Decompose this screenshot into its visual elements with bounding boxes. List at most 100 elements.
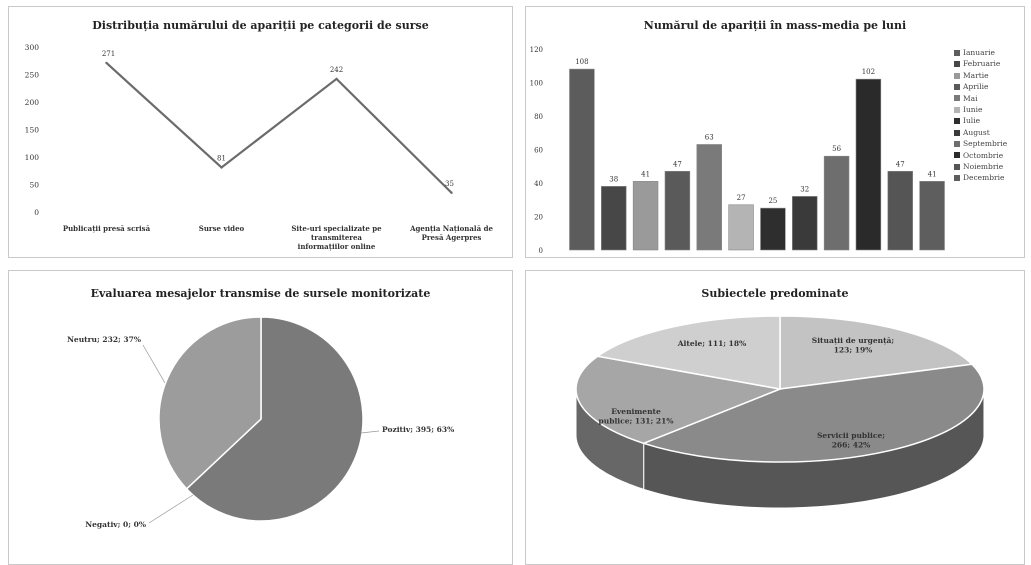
bar xyxy=(855,78,882,251)
slice-label: 266; 42% xyxy=(832,441,871,450)
bar xyxy=(632,181,659,251)
legend-item: Mai xyxy=(954,93,1007,104)
data-point xyxy=(220,166,223,169)
legend-swatch xyxy=(954,118,960,125)
pie-slice xyxy=(158,316,262,490)
subjects-pie-title: Subiectele predominate xyxy=(701,287,849,300)
bar xyxy=(887,170,913,251)
bar xyxy=(601,186,627,251)
y-tick-label: 40 xyxy=(534,180,543,188)
legend-label: Iulie xyxy=(963,116,981,126)
leader-line xyxy=(142,344,166,384)
data-label: 27 xyxy=(737,194,746,202)
line-chart-panel: Distribuția numărului de apariții pe cat… xyxy=(8,6,513,258)
pie-slice xyxy=(575,355,783,445)
legend-label: Iunie xyxy=(963,105,983,115)
legend-swatch xyxy=(954,61,960,68)
legend-item: Decembrie xyxy=(954,172,1007,183)
legend-label: Octombrie xyxy=(963,150,1004,160)
slice-label: Negativ; 0; 0% xyxy=(85,520,146,529)
pie-slice xyxy=(185,316,364,522)
data-label: 81 xyxy=(217,154,226,162)
y-tick-label: 100 xyxy=(530,80,543,88)
slice-label: Servicii publice; xyxy=(817,431,885,440)
bar xyxy=(728,204,754,251)
legend-item: August xyxy=(954,127,1007,138)
series-line xyxy=(105,62,453,194)
legend-label: Mai xyxy=(963,93,978,103)
bar-chart: 0 20 40 60 80 100 120 108 38 41 47 63 27 25 32 56 102 47 4… xyxy=(530,46,945,255)
data-label: 38 xyxy=(609,175,618,183)
x-tick-label: Surse video xyxy=(199,224,245,233)
subjects-pie-panel: Subiectele predominate Situații de urgen… xyxy=(525,270,1025,565)
x-tick-label: Publicații presă scrisă xyxy=(63,224,151,233)
legend-item: Aprilie xyxy=(954,81,1007,92)
x-tick-label: transmiterea xyxy=(311,233,362,242)
legend-item: Iunie xyxy=(954,104,1007,115)
x-tick-label: Site-uri specializate pe xyxy=(291,224,382,233)
legend-swatch xyxy=(954,83,960,90)
legend-label: Aprilie xyxy=(963,82,989,92)
data-label: 102 xyxy=(862,68,875,76)
legend-label: August xyxy=(963,127,990,137)
legend-item: Ianuarie xyxy=(954,47,1007,58)
line-chart: 0 50 100 150 200 250 300 271 81 242 35 Publicații p… xyxy=(25,43,494,251)
x-tick-label: informațiilor online xyxy=(298,242,376,251)
legend-item: Noiembrie xyxy=(954,161,1007,172)
bar xyxy=(919,181,945,251)
data-label: 47 xyxy=(673,160,682,168)
y-tick-label: 200 xyxy=(25,98,40,107)
y-tick-label: 150 xyxy=(25,126,40,135)
slice-label: Neutru; 232; 37% xyxy=(67,335,141,344)
data-label: 32 xyxy=(800,185,809,193)
bar xyxy=(569,68,595,251)
subjects-pie-chart: Situații de urgență;123; 19% Servicii pub… xyxy=(575,315,985,509)
x-tick-label: Agenția Națională de xyxy=(409,224,493,233)
legend-label: Ianuarie xyxy=(963,48,995,57)
y-tick-label: 300 xyxy=(25,43,40,52)
data-label: 47 xyxy=(896,160,905,168)
data-label: 242 xyxy=(330,66,343,74)
legend-item: Iulie xyxy=(954,115,1007,126)
legend-item: Septembrie xyxy=(954,138,1007,149)
pie-slice xyxy=(641,363,985,463)
y-tick-label: 20 xyxy=(534,214,543,222)
bar xyxy=(760,207,786,251)
slice-label: Altele; 111; 18% xyxy=(677,339,747,348)
sentiment-pie-title: Evaluarea mesajelor transmise de sursele… xyxy=(90,287,431,300)
legend-swatch xyxy=(954,72,960,79)
legend-item: Octombrie xyxy=(954,150,1007,161)
legend-label: Februarie xyxy=(963,59,1001,69)
y-tick-label: 80 xyxy=(534,113,543,121)
leader-line xyxy=(148,494,194,524)
bar xyxy=(823,155,850,251)
bar xyxy=(696,144,722,251)
pie-slice xyxy=(779,315,974,390)
bar-chart-legend: Ianuarie Februarie Martie Aprilie Mai Iunie Iu… xyxy=(954,47,1007,184)
sentiment-pie-panel: Evaluarea mesajelor transmise de sursele… xyxy=(8,270,513,565)
pie-slice xyxy=(595,315,781,390)
data-label: 41 xyxy=(641,170,650,178)
bar xyxy=(664,170,691,251)
legend-swatch xyxy=(954,129,960,136)
data-point xyxy=(335,77,338,81)
legend-swatch xyxy=(954,106,960,113)
legend-label: Noiembrie xyxy=(963,162,1004,172)
slice-label: publice; 131; 21% xyxy=(599,417,674,426)
bar xyxy=(792,196,818,251)
y-tick-label: 50 xyxy=(29,181,39,190)
slice-label: 123; 19% xyxy=(834,346,873,355)
legend-label: Martie xyxy=(963,70,989,80)
bar-chart-panel: Numărul de apariții în mass-media pe lun… xyxy=(525,6,1025,258)
line-chart-title: Distribuția numărului de apariții pe cat… xyxy=(92,19,429,32)
y-tick-label: 0 xyxy=(34,208,39,217)
data-label: 35 xyxy=(445,180,454,188)
bar-chart-title: Numărul de apariții în mass-media pe lun… xyxy=(643,19,907,32)
y-tick-label: 250 xyxy=(25,71,40,80)
legend-swatch xyxy=(954,163,960,170)
slice-label: Situații de urgență; xyxy=(812,336,895,345)
data-label: 271 xyxy=(102,50,115,58)
legend-label: Septembrie xyxy=(963,139,1008,149)
y-tick-label: 120 xyxy=(530,46,543,54)
data-label: 108 xyxy=(575,58,588,66)
